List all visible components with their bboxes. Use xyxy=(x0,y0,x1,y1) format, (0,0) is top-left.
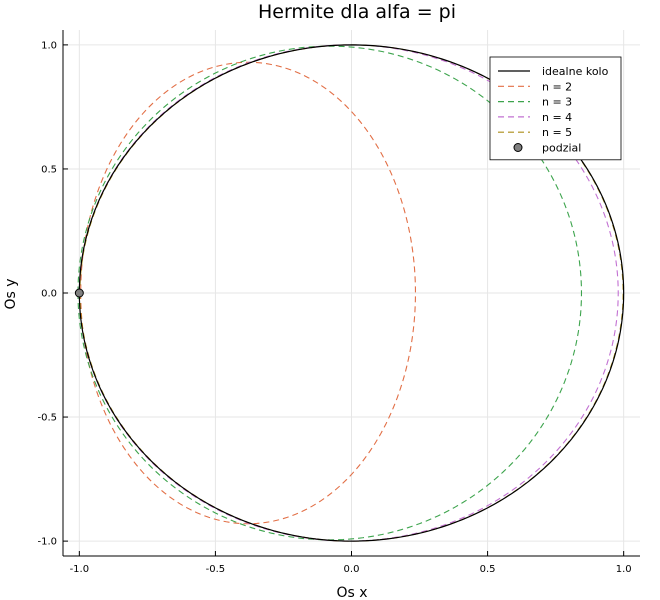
x-tick-label: 0.5 xyxy=(480,564,496,575)
chart-title: Hermite dla alfa = pi xyxy=(258,1,456,23)
legend-label: idealne kolo xyxy=(542,65,609,78)
y-tick-label: 1.0 xyxy=(41,40,57,51)
legend-label: n = 5 xyxy=(542,126,572,139)
podzial-point xyxy=(74,288,84,298)
series-layer xyxy=(77,44,625,542)
points-layer xyxy=(74,288,84,298)
series-line-3 xyxy=(78,44,619,542)
x-tick-label: 0.0 xyxy=(344,564,360,575)
series-line-0 xyxy=(78,44,625,542)
x-tick-label: -1.0 xyxy=(70,564,90,575)
y-tick-label: 0.5 xyxy=(41,164,57,175)
legend-label: n = 4 xyxy=(542,111,572,124)
y-tick-label: -0.5 xyxy=(37,413,57,424)
y-tick-label: 0.0 xyxy=(41,289,57,300)
ticks: -1.0 -0.5 0.0 0.5 1.0 -1.0 -0.5 0.0 0.5 1.0 xyxy=(37,40,631,575)
x-axis-label: Os x xyxy=(336,585,367,600)
legend-label: n = 2 xyxy=(542,80,572,93)
y-tick-label: -1.0 xyxy=(37,537,57,548)
y-axis-label: Os y xyxy=(3,278,19,309)
series-line-2 xyxy=(77,45,583,541)
series-line-1 xyxy=(80,61,417,525)
legend: idealne kolo n = 2 n = 3 n = 4 n = 5 podzial xyxy=(489,56,622,161)
x-tick-label: -0.5 xyxy=(206,564,226,575)
legend-box xyxy=(489,56,622,161)
legend-label: n = 3 xyxy=(542,96,572,109)
legend-label: podzial xyxy=(542,142,581,155)
legend-point-swatch xyxy=(513,143,523,152)
x-tick-label: 1.0 xyxy=(616,564,632,575)
